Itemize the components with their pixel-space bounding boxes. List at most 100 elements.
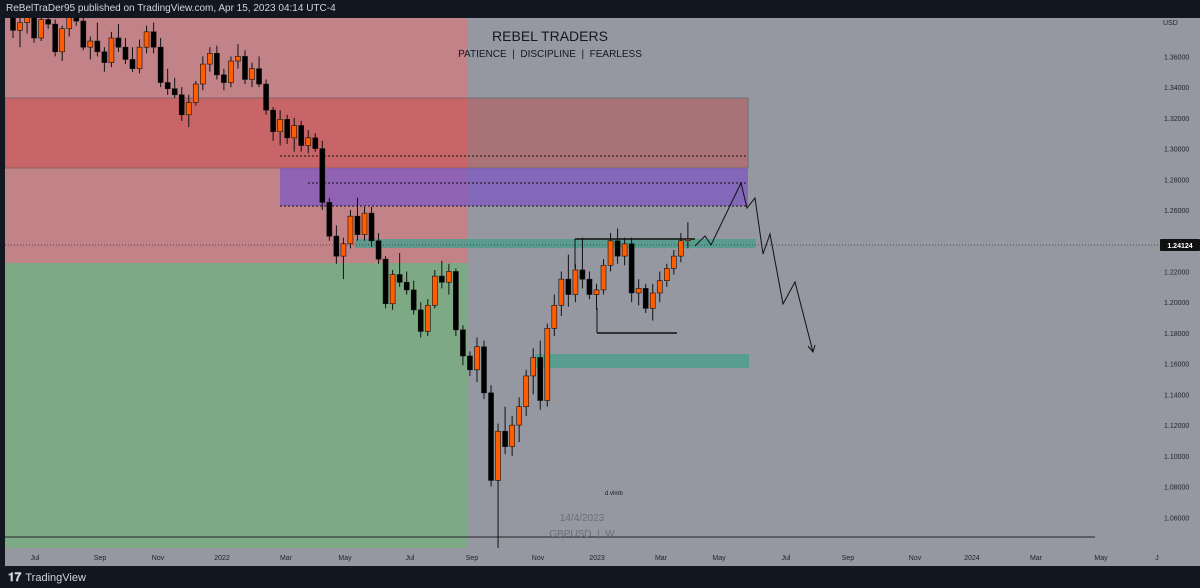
bullish-candle[interactable] xyxy=(649,292,656,309)
bullish-candle[interactable] xyxy=(446,271,452,283)
bearish-candle[interactable] xyxy=(312,137,319,149)
bearish-candle[interactable] xyxy=(164,82,171,89)
bearish-candle[interactable] xyxy=(614,240,621,257)
price-axis[interactable]: USD 1.36000 1.34000 1.32000 1.30000 1.28000 1… xyxy=(1160,18,1200,548)
bearish-candle[interactable] xyxy=(488,392,494,481)
bearish-candle[interactable] xyxy=(157,46,164,83)
bullish-candle[interactable] xyxy=(108,37,115,63)
bullish-candle[interactable] xyxy=(249,68,255,80)
bearish-candle[interactable] xyxy=(628,243,635,294)
bearish-candle[interactable] xyxy=(410,289,417,311)
bullish-candle[interactable] xyxy=(24,18,30,23)
bearish-candle[interactable] xyxy=(214,53,220,76)
time-axis[interactable]: Jul Sep Nov 2022 Mar May Jul Sep Nov 2023 Mar May Ju… xyxy=(5,548,1200,566)
bullish-candle[interactable] xyxy=(424,304,431,332)
bullish-candle[interactable] xyxy=(340,243,347,257)
bearish-candle[interactable] xyxy=(537,357,544,401)
bearish-candle[interactable] xyxy=(368,212,375,242)
bullish-candle[interactable] xyxy=(544,328,551,401)
bullish-candle[interactable] xyxy=(17,22,23,31)
bearish-candle[interactable] xyxy=(10,18,16,31)
bullish-candle[interactable] xyxy=(185,102,192,116)
bearish-candle[interactable] xyxy=(94,40,101,53)
bearish-candle[interactable] xyxy=(502,430,508,447)
bullish-candle[interactable] xyxy=(389,274,396,305)
bullish-candle[interactable] xyxy=(558,278,565,306)
bullish-candle[interactable] xyxy=(600,265,607,291)
bearish-candle[interactable] xyxy=(403,281,410,291)
bearish-candle[interactable] xyxy=(221,74,227,83)
bullish-candle[interactable] xyxy=(593,289,600,295)
bullish-candle[interactable] xyxy=(635,288,642,294)
bearish-candle[interactable] xyxy=(45,19,51,25)
bearish-candle[interactable] xyxy=(122,46,129,60)
bullish-candle[interactable] xyxy=(235,56,241,62)
bullish-candle[interactable] xyxy=(495,430,501,481)
bearish-candle[interactable] xyxy=(460,329,466,357)
bullish-candle[interactable] xyxy=(291,125,298,139)
bearish-candle[interactable] xyxy=(565,278,572,295)
bearish-candle[interactable] xyxy=(263,83,269,111)
bearish-candle[interactable] xyxy=(52,23,58,53)
bearish-candle[interactable] xyxy=(439,275,445,283)
bearish-candle[interactable] xyxy=(326,202,333,237)
bullish-candle[interactable] xyxy=(607,240,614,266)
bullish-candle[interactable] xyxy=(516,406,522,426)
bearish-candle[interactable] xyxy=(354,215,361,235)
bearish-candle[interactable] xyxy=(101,51,108,63)
bullish-candle[interactable] xyxy=(474,346,480,371)
bullish-candle[interactable] xyxy=(228,60,234,83)
bearish-candle[interactable] xyxy=(284,119,290,139)
bearish-candle[interactable] xyxy=(242,56,248,80)
bearish-candle[interactable] xyxy=(586,278,593,295)
bearish-candle[interactable] xyxy=(417,309,424,332)
bearish-candle[interactable] xyxy=(579,269,586,280)
bullish-candle[interactable] xyxy=(277,119,283,132)
bullish-candle[interactable] xyxy=(207,53,213,65)
bullish-candle[interactable] xyxy=(59,28,66,53)
bullish-candle[interactable] xyxy=(530,357,537,377)
bullish-candle[interactable] xyxy=(66,18,73,30)
bearish-candle[interactable] xyxy=(80,20,87,48)
bearish-candle[interactable] xyxy=(333,235,340,257)
bearish-candle[interactable] xyxy=(298,125,305,146)
bearish-candle[interactable] xyxy=(375,240,382,260)
bearish-candle[interactable] xyxy=(467,355,473,371)
bullish-candle[interactable] xyxy=(523,375,529,407)
bearish-candle[interactable] xyxy=(256,68,262,85)
bullish-candle[interactable] xyxy=(678,240,684,257)
bearish-candle[interactable] xyxy=(129,59,136,69)
bullish-candle[interactable] xyxy=(663,268,670,281)
bullish-candle[interactable] xyxy=(671,255,677,269)
bearish-candle[interactable] xyxy=(382,258,389,305)
candlestick-chart[interactable]: REBEL TRADERS PATIENCE | DISCIPLINE | FE… xyxy=(5,18,1160,548)
bullish-candle[interactable] xyxy=(38,19,44,39)
bearish-candle[interactable] xyxy=(642,288,649,309)
bullish-candle[interactable] xyxy=(572,269,579,295)
bullish-candle[interactable] xyxy=(361,212,368,235)
bearish-candle[interactable] xyxy=(453,271,459,331)
tradingview-logo[interactable]: 𝟏𝟕 TradingView xyxy=(8,570,86,585)
bullish-candle[interactable] xyxy=(621,243,628,257)
bullish-candle[interactable] xyxy=(656,280,663,294)
bearish-candle[interactable] xyxy=(481,346,487,394)
bullish-candle[interactable] xyxy=(551,304,558,329)
bullish-candle[interactable] xyxy=(347,215,354,245)
bearish-candle[interactable] xyxy=(115,37,122,48)
bearish-candle[interactable] xyxy=(396,274,403,283)
bearish-candle[interactable] xyxy=(319,148,326,203)
bullish-candle[interactable] xyxy=(509,424,515,447)
bullish-candle[interactable] xyxy=(87,40,94,48)
bullish-candle[interactable] xyxy=(305,137,312,146)
bearish-candle[interactable] xyxy=(270,109,276,132)
bearish-candle[interactable] xyxy=(150,31,157,48)
bearish-candle[interactable] xyxy=(31,18,37,39)
bearish-candle[interactable] xyxy=(178,94,185,116)
bearish-candle[interactable] xyxy=(73,18,80,22)
bullish-candle[interactable] xyxy=(431,275,438,306)
bullish-candle[interactable] xyxy=(200,63,206,85)
chart-area[interactable]: REBEL TRADERS PATIENCE | DISCIPLINE | FE… xyxy=(5,18,1160,548)
bullish-candle[interactable] xyxy=(136,46,143,69)
bearish-candle[interactable] xyxy=(171,88,178,96)
bullish-candle[interactable] xyxy=(143,31,150,48)
